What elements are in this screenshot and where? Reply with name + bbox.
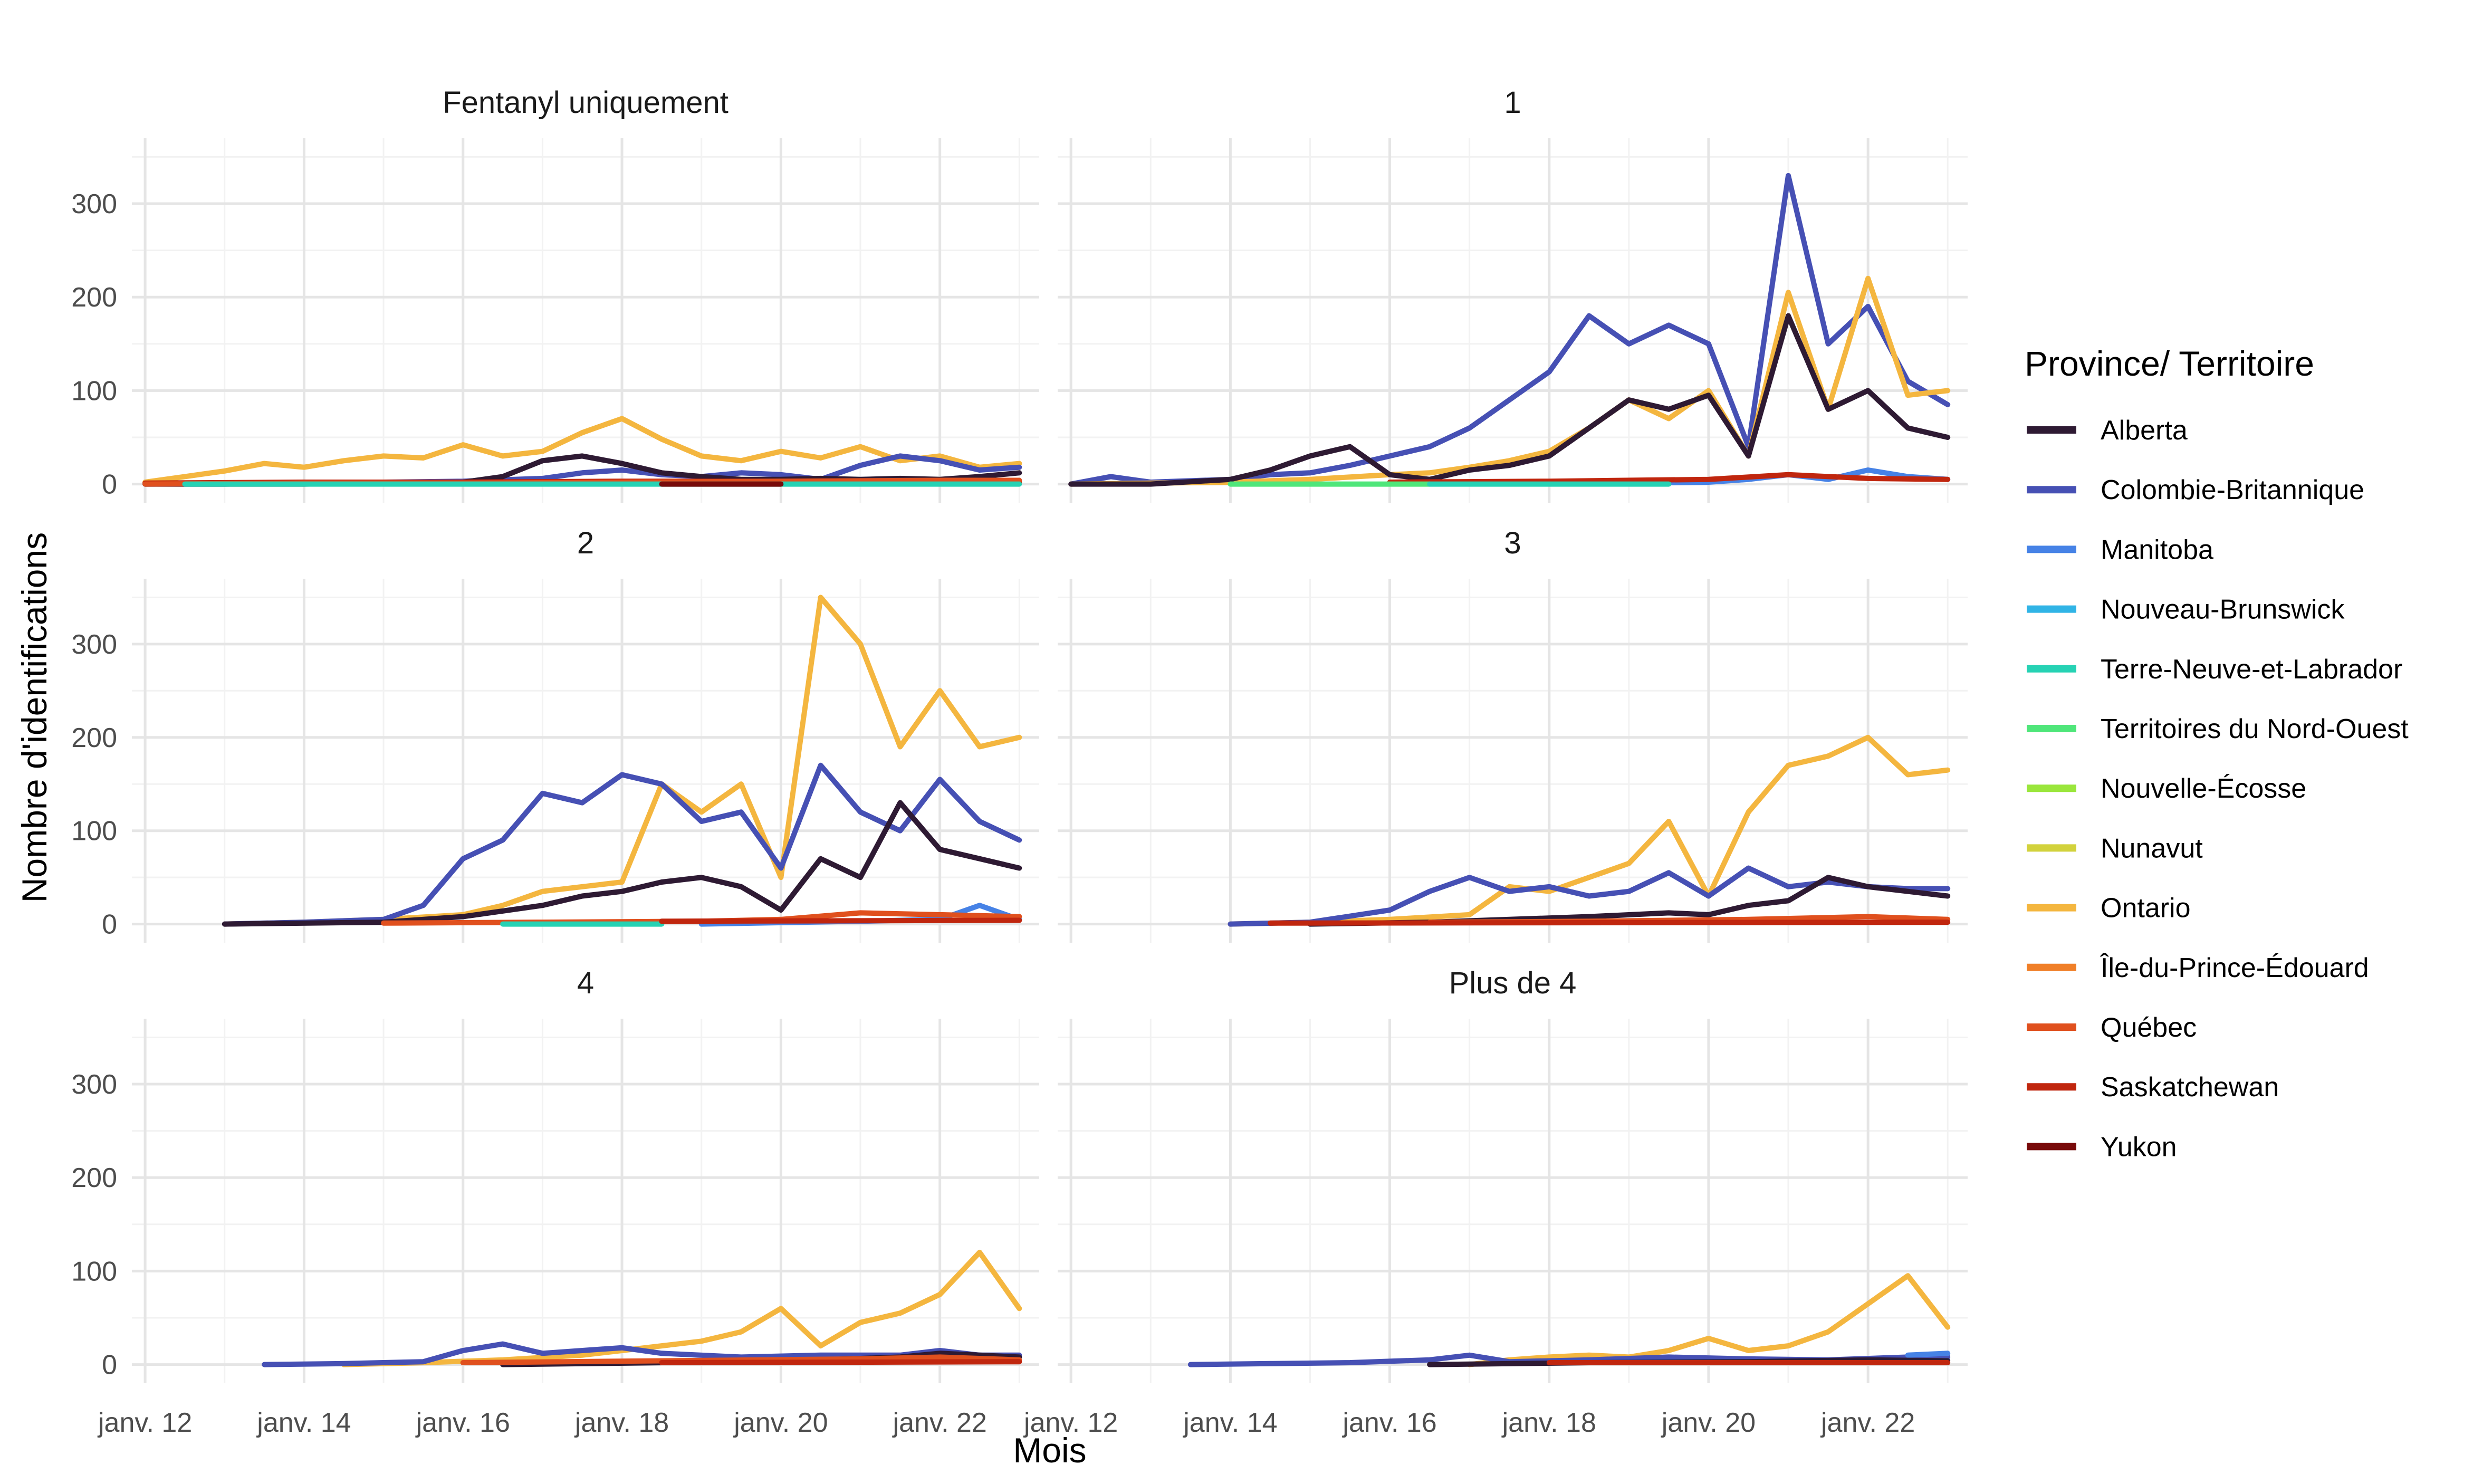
legend-title: Province/ Territoire bbox=[2025, 344, 2314, 383]
series-line bbox=[1068, 313, 1951, 487]
facet-panels: Fentanyl uniquement010020030012010020030… bbox=[71, 85, 1968, 1438]
facet-panel: Plus de 4 janv. 12 janv. 14 janv. 16 janv. 1… bbox=[1023, 966, 1968, 1438]
legend-item: Nouveau-Brunswick bbox=[2027, 595, 2345, 625]
legend-label: Yukon bbox=[2101, 1132, 2177, 1162]
facet-panel: 1 bbox=[1058, 85, 1968, 503]
legend-label: Québec bbox=[2101, 1012, 2197, 1043]
legend-label: Nunavut bbox=[2101, 833, 2203, 864]
legend-label: Terre-Neuve-et-Labrador bbox=[2101, 654, 2402, 685]
x-tick-label: janv. 18 bbox=[574, 1408, 669, 1438]
y-tick-label: 0 bbox=[102, 470, 117, 500]
legend-label: Alberta bbox=[2101, 415, 2188, 446]
x-tick-label: janv. 22 bbox=[1820, 1408, 1915, 1438]
legend-label: Colombie-Britannique bbox=[2101, 475, 2364, 505]
y-tick-label: 100 bbox=[71, 1256, 117, 1287]
series-line bbox=[1466, 1273, 1951, 1367]
x-tick-label: janv. 16 bbox=[415, 1408, 510, 1438]
legend-item: Île-du-Prince-Édouard bbox=[2027, 953, 2369, 983]
legend-item: Territoires du Nord-Ouest bbox=[2027, 714, 2409, 744]
series-line bbox=[222, 762, 1022, 927]
facet-panel: 2 0 100 200 300 bbox=[71, 526, 1039, 943]
x-axis-title: Mois bbox=[1013, 1431, 1086, 1470]
legend-label: Manitoba bbox=[2101, 534, 2213, 565]
x-tick-label: janv. 12 bbox=[97, 1408, 192, 1438]
y-tick-label: 100 bbox=[71, 376, 117, 406]
facet-title: 4 bbox=[577, 966, 594, 1000]
series-line bbox=[222, 800, 1022, 927]
x-tick-label: janv. 14 bbox=[1182, 1408, 1277, 1438]
legend-label: Saskatchewan bbox=[2101, 1072, 2279, 1103]
series-line bbox=[142, 416, 1022, 485]
y-tick-label: 200 bbox=[71, 723, 117, 753]
y-tick-label: 300 bbox=[71, 629, 117, 660]
legend-label: Nouvelle-Écosse bbox=[2101, 773, 2306, 804]
facet-panel: 4 0 100 200 300 janv. 12 janv. 14 janv. 16 janv.… bbox=[71, 966, 1039, 1438]
y-axis-title: Nombre d'identifications bbox=[15, 532, 54, 903]
y-tick-label: 0 bbox=[102, 909, 117, 940]
legend-label: Territoires du Nord-Ouest bbox=[2101, 714, 2409, 744]
legend-items: Alberta Colombie-Britannique Manitoba Nouve… bbox=[2027, 415, 2409, 1162]
legend-item: Québec bbox=[2027, 1012, 2197, 1043]
series-line bbox=[659, 1359, 1022, 1365]
legend-item: Colombie-Britannique bbox=[2027, 475, 2364, 505]
x-tick-label: janv. 14 bbox=[256, 1408, 351, 1438]
series-line bbox=[1267, 920, 1951, 926]
legend: Province/ Territoire Alberta Colombie-Bri… bbox=[2025, 344, 2409, 1162]
x-tick-label: janv. 22 bbox=[892, 1408, 987, 1438]
legend-label: Nouveau-Brunswick bbox=[2101, 595, 2345, 625]
legend-label: Ontario bbox=[2101, 893, 2191, 924]
series-line bbox=[341, 1249, 1022, 1367]
series-line bbox=[1228, 734, 1951, 927]
legend-item: Yukon bbox=[2027, 1132, 2177, 1162]
x-tick-label: janv. 20 bbox=[1661, 1408, 1756, 1438]
legend-item: Saskatchewan bbox=[2027, 1072, 2279, 1103]
facet-title: 3 bbox=[1504, 526, 1521, 560]
legend-item: Nouvelle-Écosse bbox=[2027, 773, 2306, 804]
y-tick-label: 300 bbox=[71, 1069, 117, 1100]
facet-title: 2 bbox=[577, 526, 594, 560]
facet-title: Plus de 4 bbox=[1449, 966, 1577, 1000]
series-line bbox=[659, 917, 1022, 924]
y-tick-label: 100 bbox=[71, 816, 117, 847]
y-tick-label: 200 bbox=[71, 282, 117, 313]
facet-title: Fentanyl uniquement bbox=[443, 85, 729, 120]
series-line bbox=[1905, 1351, 1951, 1358]
legend-item: Manitoba bbox=[2027, 534, 2213, 565]
y-tick-label: 0 bbox=[102, 1350, 117, 1381]
series-line bbox=[460, 1354, 1022, 1365]
legend-item: Terre-Neuve-et-Labrador bbox=[2027, 654, 2402, 685]
facet-title: 1 bbox=[1504, 85, 1521, 120]
x-tick-label: janv. 20 bbox=[733, 1408, 828, 1438]
x-tick-label: janv. 18 bbox=[1501, 1408, 1596, 1438]
facet-panel: Fentanyl uniquement 0 100 200 300 bbox=[71, 85, 1039, 503]
y-tick-label: 200 bbox=[71, 1163, 117, 1193]
legend-label: Île-du-Prince-Édouard bbox=[2100, 953, 2369, 983]
x-tick-label: janv. 12 bbox=[1023, 1408, 1118, 1438]
facet-panel: 3 bbox=[1058, 526, 1968, 943]
x-tick-label: janv. 16 bbox=[1341, 1408, 1436, 1438]
series-line bbox=[1387, 472, 1951, 485]
legend-item: Ontario bbox=[2027, 893, 2191, 924]
series-line bbox=[1228, 865, 1951, 927]
legend-item: Alberta bbox=[2027, 415, 2188, 446]
y-tick-label: 300 bbox=[71, 189, 117, 219]
legend-item: Nunavut bbox=[2027, 833, 2203, 864]
